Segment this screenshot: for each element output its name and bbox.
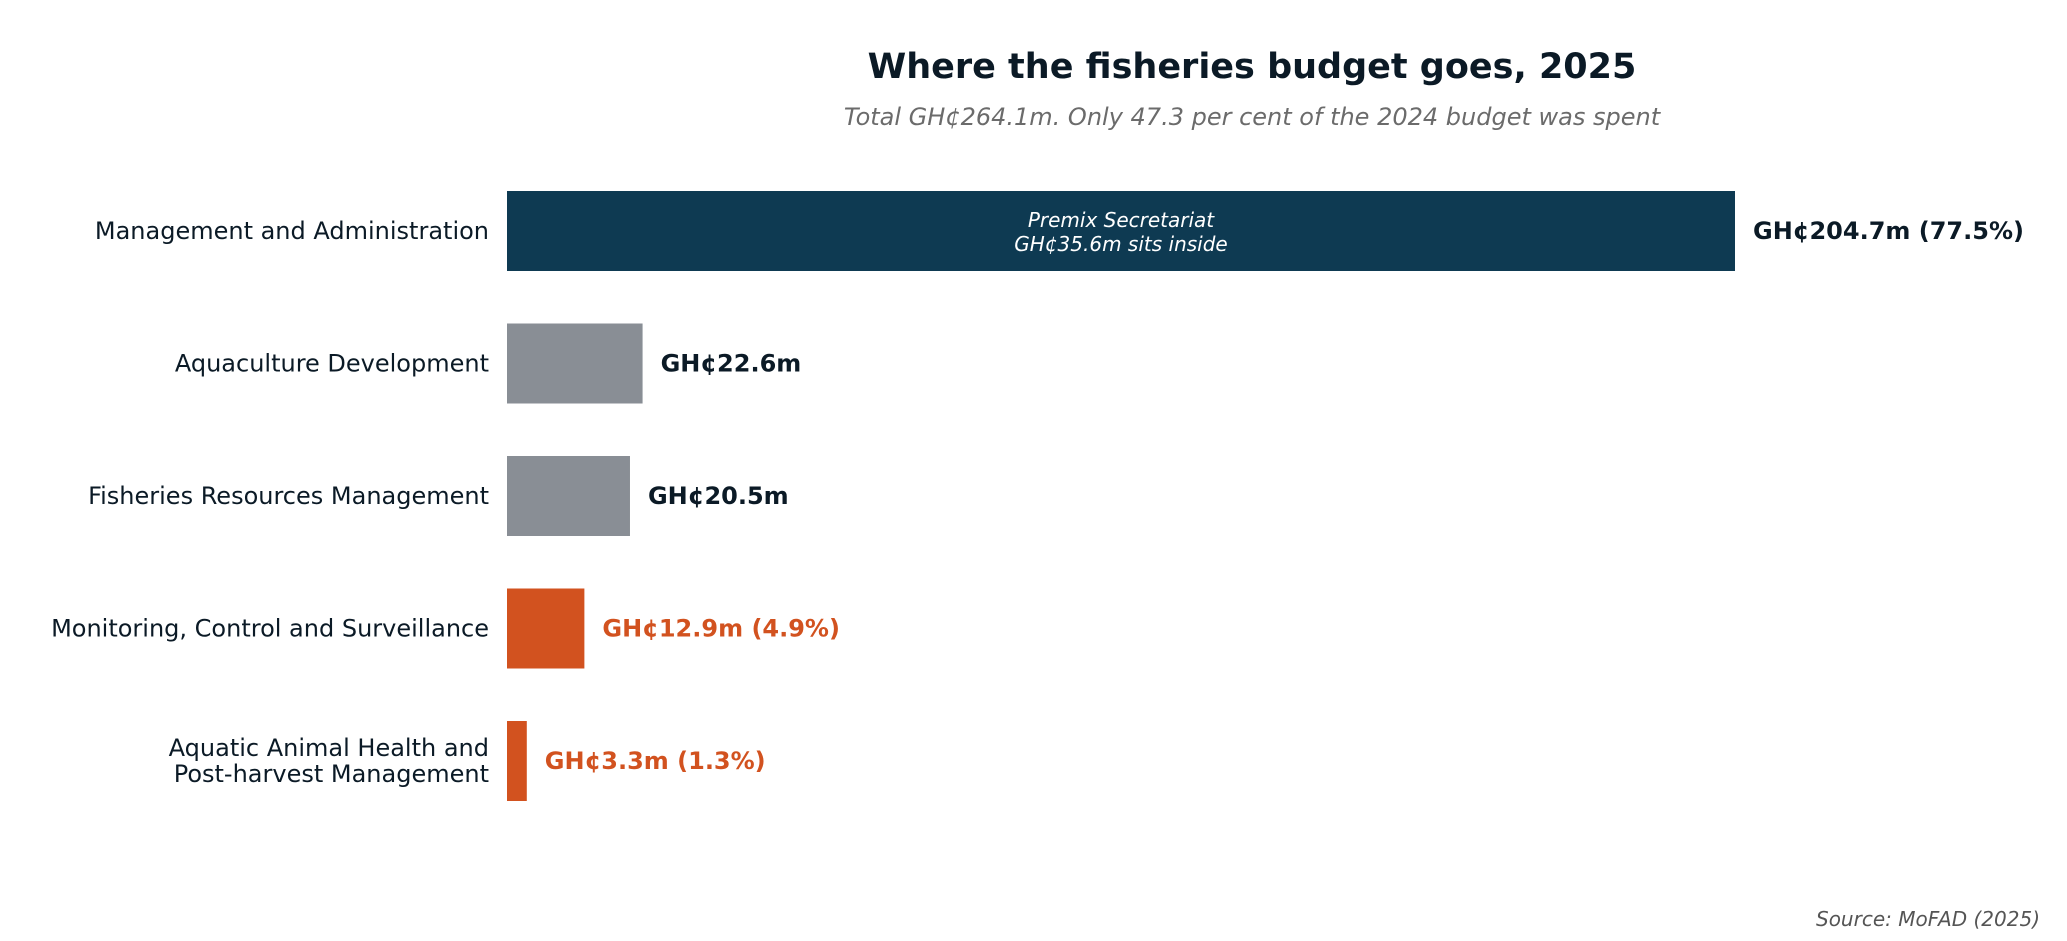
source-note: Source: MoFAD (2025)	[1816, 907, 2040, 931]
bar-annotation: Premix Secretariat GH¢35.6m sits inside	[1014, 208, 1227, 256]
category-label: Aquaculture Development	[175, 350, 489, 378]
value-label: GH¢3.3m (1.3%)	[545, 747, 766, 775]
bar	[507, 323, 643, 404]
value-label: GH¢204.7m (77.5%)	[1753, 217, 2024, 245]
bar	[507, 721, 527, 801]
chart-subtitle: Total GH¢264.1m. Only 47.3 per cent of t…	[844, 103, 1662, 131]
value-label: GH¢22.6m	[661, 350, 802, 378]
bar	[507, 456, 630, 536]
category-label: Aquatic Animal Health and Post-harvest Ma…	[169, 734, 489, 788]
bars-group: Management and Administration GH¢204.7m (…	[51, 191, 2024, 801]
value-label: GH¢20.5m	[648, 482, 789, 510]
category-label: Monitoring, Control and Surveillance	[51, 615, 489, 643]
category-label: Management and Administration	[95, 217, 489, 245]
category-label: Fisheries Resources Management	[88, 482, 489, 510]
bar	[507, 588, 585, 669]
bar	[507, 191, 1735, 271]
value-label: GH¢12.9m (4.9%)	[602, 615, 840, 643]
chart-title: Where the fisheries budget goes, 2025	[868, 47, 1637, 87]
